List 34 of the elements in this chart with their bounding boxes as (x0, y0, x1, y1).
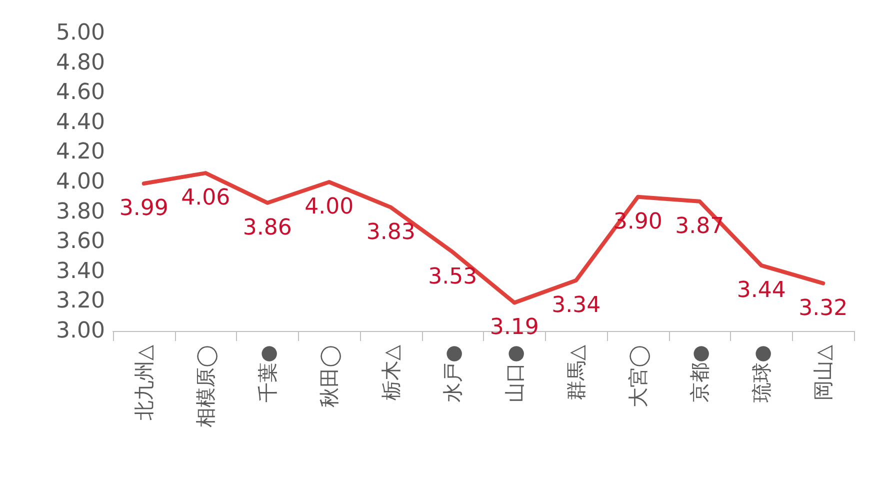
data-label: 3.32 (798, 296, 848, 321)
y-tick-label: 4.20 (56, 140, 105, 165)
data-label: 3.99 (119, 196, 168, 221)
y-tick-label: 4.60 (56, 80, 105, 106)
y-tick-label: 5.00 (56, 20, 105, 46)
x-tick-label: 水戸● (440, 345, 465, 402)
data-label: 3.34 (552, 292, 601, 318)
y-tick-label: 3.00 (56, 318, 105, 344)
y-tick-label: 3.20 (56, 288, 105, 314)
x-tick-label: 相模原◯ (194, 345, 218, 428)
data-label: 3.87 (675, 214, 724, 239)
data-label: 4.06 (181, 186, 230, 211)
x-tick-label: 琉球● (749, 345, 774, 402)
data-label: 3.19 (490, 315, 539, 340)
y-tick-label: 4.00 (56, 170, 105, 194)
y-tick-label: 4.40 (56, 110, 105, 135)
data-label: 3.86 (242, 215, 292, 240)
data-label: 4.00 (304, 194, 354, 220)
x-tick-label: 大宮◯ (626, 345, 650, 408)
y-tick-label: 3.80 (56, 199, 105, 224)
data-label: 3.44 (736, 278, 786, 303)
data-label: 3.83 (366, 220, 416, 245)
x-tick-label: 群馬△ (564, 344, 588, 400)
y-tick-label: 4.80 (56, 50, 105, 76)
x-tick-label: 秋田◯ (317, 345, 342, 408)
x-tick-label: 京都● (688, 345, 712, 402)
data-label: 3.53 (428, 264, 478, 290)
x-tick-label: 千葉● (255, 345, 280, 402)
x-tick-label: 岡山△ (811, 344, 836, 400)
x-tick-label: 北九州△ (132, 344, 156, 420)
x-tick-label: 栃木△ (378, 344, 403, 400)
y-tick-label: 3.40 (56, 258, 105, 284)
x-tick-label: 山口● (502, 345, 526, 402)
y-tick-label: 3.60 (56, 229, 105, 254)
